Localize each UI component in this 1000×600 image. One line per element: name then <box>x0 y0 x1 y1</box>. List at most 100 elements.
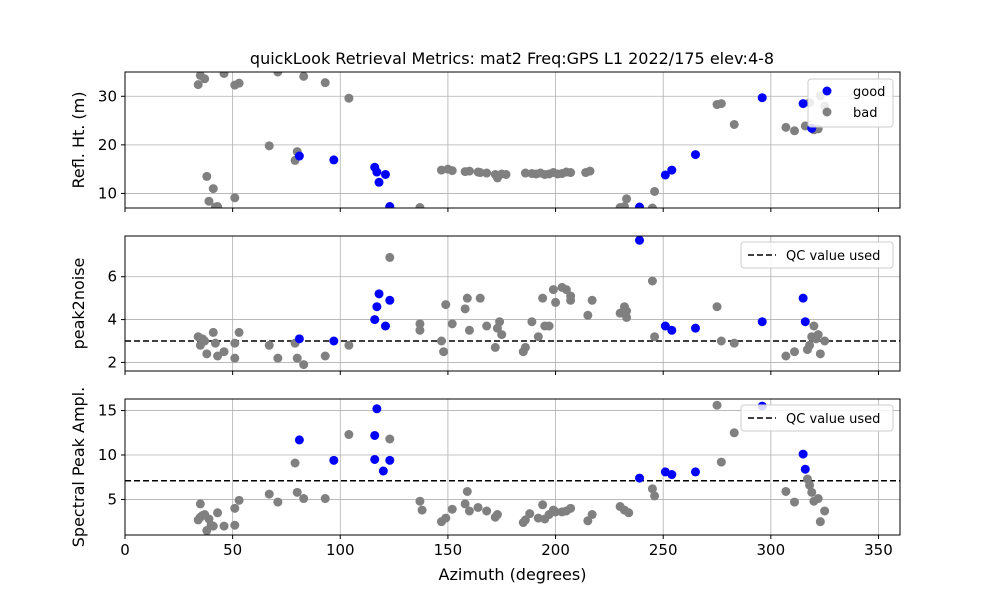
data-points <box>193 400 830 535</box>
point-bad <box>202 171 212 181</box>
x-tick-label: 0 <box>120 541 130 559</box>
point-bad <box>213 202 223 208</box>
y-axis-label: Refl. Ht. (m) <box>69 91 88 188</box>
point-bad <box>790 126 800 136</box>
point-bad <box>417 505 427 515</box>
point-good <box>378 466 388 476</box>
axes-frame <box>124 71 901 209</box>
point-good <box>372 404 382 414</box>
point-bad <box>462 293 472 303</box>
legend: QC value used <box>740 241 894 269</box>
point-bad <box>415 319 425 329</box>
x-axis-label: Azimuth (degrees) <box>439 565 587 584</box>
x-tick-label: 250 <box>649 541 678 559</box>
point-bad <box>320 78 330 88</box>
point-bad <box>464 325 474 335</box>
point-bad <box>464 506 474 516</box>
point-good <box>372 302 382 312</box>
point-bad <box>561 285 571 295</box>
point-bad <box>716 99 726 109</box>
point-bad <box>809 321 819 331</box>
point-good <box>380 321 390 331</box>
point-bad <box>299 494 309 504</box>
point-bad <box>320 351 330 361</box>
point-bad <box>520 168 530 178</box>
point-bad <box>813 494 823 504</box>
point-bad <box>200 336 210 346</box>
point-bad <box>781 122 791 132</box>
legend: good bad <box>807 78 894 128</box>
point-bad <box>587 510 597 520</box>
x-tick-label: 350 <box>864 541 893 559</box>
point-bad <box>650 332 660 342</box>
legend-box <box>740 241 894 269</box>
point-bad <box>520 342 530 352</box>
legend-marker-good <box>822 86 832 96</box>
point-bad <box>415 496 425 506</box>
point-bad <box>805 480 815 490</box>
point-bad <box>805 340 815 350</box>
y-tick-label: 5 <box>107 490 117 508</box>
point-good <box>798 449 808 459</box>
point-good <box>294 151 304 161</box>
point-bad <box>497 330 507 340</box>
point-bad <box>813 330 823 340</box>
point-bad <box>447 504 457 514</box>
point-bad <box>820 506 830 516</box>
point-bad <box>230 193 240 203</box>
chart-title: quickLook Retrieval Metrics: mat2 Freq:G… <box>250 49 774 68</box>
point-bad <box>622 194 632 204</box>
y-tick-label: 2 <box>107 353 117 371</box>
legend-label-bad: bad <box>853 106 877 121</box>
point-bad <box>624 508 634 518</box>
legend-label-good: good <box>853 85 885 100</box>
point-good <box>329 455 339 465</box>
point-good <box>374 289 384 299</box>
point-bad <box>234 327 244 337</box>
point-good <box>370 315 380 325</box>
point-good <box>798 293 808 303</box>
point-bad <box>344 430 354 440</box>
point-good <box>690 150 700 160</box>
point-good <box>635 202 645 208</box>
point-bad <box>492 510 502 520</box>
point-bad <box>439 347 449 357</box>
y-tick-label: 10 <box>98 446 117 464</box>
legend-label-qc: QC value used <box>786 249 880 264</box>
point-bad <box>385 252 395 262</box>
panel-3: 0 50 100 150 200 250 300 350 5 10 15 Spectral Peak … <box>69 387 901 584</box>
x-tick-label: 150 <box>434 541 463 559</box>
point-bad <box>299 72 309 81</box>
point-good <box>635 236 645 245</box>
point-bad <box>219 72 229 78</box>
point-bad <box>234 78 244 88</box>
point-bad <box>501 169 511 179</box>
point-bad <box>464 166 474 176</box>
axes-frame <box>124 398 901 536</box>
point-bad <box>716 457 726 467</box>
legend-marker-bad <box>822 107 832 117</box>
point-good <box>635 473 645 483</box>
point-bad <box>344 93 354 103</box>
point-bad <box>566 295 576 305</box>
point-good <box>660 170 670 180</box>
point-bad <box>273 353 283 363</box>
point-bad <box>729 428 739 438</box>
point-bad <box>264 141 274 151</box>
point-good <box>757 93 767 103</box>
panel-1: 10 20 30 Refl. Ht. (m) good bad <box>69 71 901 212</box>
point-bad <box>273 72 283 77</box>
point-bad <box>820 336 830 346</box>
point-bad <box>650 186 660 196</box>
point-bad <box>415 325 425 335</box>
point-bad <box>533 332 543 342</box>
point-bad <box>712 400 722 410</box>
point-good <box>385 202 395 208</box>
point-bad <box>647 203 657 208</box>
point-good <box>385 455 395 465</box>
point-bad <box>622 312 632 322</box>
y-axis-label: Spectral Peak Ampl. <box>69 387 88 547</box>
x-tick-label: 200 <box>541 541 570 559</box>
point-bad <box>495 317 505 327</box>
